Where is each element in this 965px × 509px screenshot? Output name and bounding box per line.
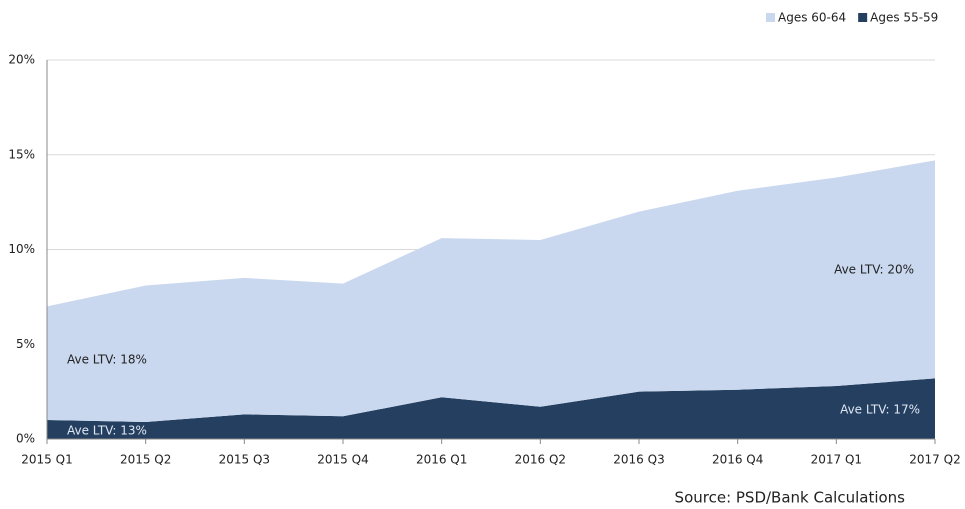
- y-tick-label: 10%: [8, 242, 35, 256]
- legend-swatch: [766, 13, 775, 22]
- x-tick-label: 2015 Q2: [120, 453, 171, 467]
- y-tick-label: 20%: [8, 53, 35, 67]
- source: Source: PSD/Bank Calculations: [675, 489, 906, 507]
- y-tick-label: 5%: [16, 337, 35, 351]
- x-tick-label: 2016 Q2: [515, 453, 566, 467]
- x-tick-label: 2015 Q4: [317, 453, 368, 467]
- annotation: Ave LTV: 17%: [840, 403, 920, 417]
- area: [47, 160, 935, 422]
- annotation: Ave LTV: 13%: [67, 424, 147, 438]
- x-tick-label: 2017 Q1: [811, 453, 862, 467]
- x-tick-label: 2016 Q1: [416, 453, 467, 467]
- legend-label: Ages 55-59: [870, 11, 938, 25]
- x-tick-label: 2016 Q3: [613, 453, 664, 467]
- x-tick-label: 2016 Q4: [712, 453, 763, 467]
- legend-swatch: [858, 13, 868, 22]
- y-tick-label: 15%: [8, 147, 35, 161]
- x-tick-label: 2015 Q3: [219, 453, 270, 467]
- x-tick-label: 2017 Q2: [909, 453, 960, 467]
- x-tick-label: 2015 Q1: [21, 453, 72, 467]
- y-tick-label: 0%: [16, 432, 35, 446]
- legend-label: Ages 60-64: [778, 11, 846, 25]
- area: [47, 378, 935, 439]
- annotation: Ave LTV: 18%: [67, 353, 147, 367]
- annotation: Ave LTV: 20%: [834, 263, 914, 277]
